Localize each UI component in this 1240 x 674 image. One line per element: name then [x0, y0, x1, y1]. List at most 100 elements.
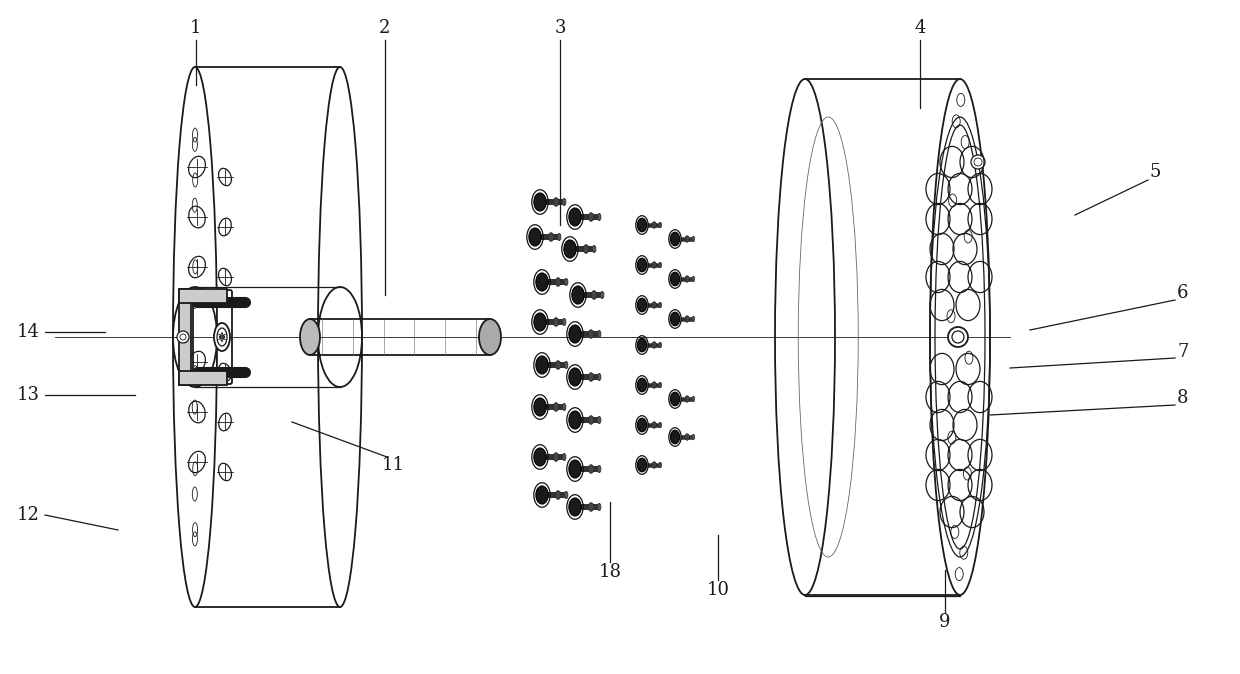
Text: 2: 2	[379, 19, 391, 37]
Text: 9: 9	[939, 613, 951, 631]
Ellipse shape	[684, 276, 689, 282]
Text: 10: 10	[707, 581, 729, 599]
Ellipse shape	[536, 486, 548, 504]
Text: 5: 5	[1149, 163, 1161, 181]
Ellipse shape	[588, 213, 594, 221]
Ellipse shape	[215, 323, 229, 351]
Ellipse shape	[637, 378, 646, 392]
Ellipse shape	[564, 361, 568, 369]
Ellipse shape	[572, 286, 584, 304]
Ellipse shape	[671, 430, 680, 443]
Ellipse shape	[534, 398, 546, 416]
Ellipse shape	[671, 312, 680, 326]
Ellipse shape	[564, 278, 568, 286]
Bar	[179, 289, 227, 303]
Ellipse shape	[658, 462, 662, 468]
Ellipse shape	[569, 460, 582, 478]
Ellipse shape	[652, 222, 656, 228]
Circle shape	[949, 327, 968, 347]
Ellipse shape	[637, 418, 646, 432]
Ellipse shape	[598, 417, 601, 423]
Ellipse shape	[598, 503, 601, 511]
Ellipse shape	[536, 356, 548, 374]
Text: 7: 7	[1177, 343, 1189, 361]
Text: 18: 18	[599, 563, 621, 581]
Ellipse shape	[637, 458, 646, 472]
Text: 1: 1	[190, 19, 202, 37]
Ellipse shape	[671, 272, 680, 286]
Ellipse shape	[588, 330, 594, 338]
Circle shape	[971, 155, 985, 169]
Ellipse shape	[658, 382, 662, 388]
Ellipse shape	[598, 373, 601, 381]
Ellipse shape	[563, 318, 565, 326]
Ellipse shape	[588, 464, 594, 473]
Ellipse shape	[528, 228, 541, 246]
Ellipse shape	[553, 317, 559, 326]
Ellipse shape	[652, 342, 656, 348]
Ellipse shape	[658, 342, 662, 348]
Ellipse shape	[658, 302, 662, 308]
Ellipse shape	[671, 392, 680, 406]
Ellipse shape	[692, 434, 694, 439]
Ellipse shape	[556, 491, 560, 499]
Ellipse shape	[569, 325, 582, 343]
Ellipse shape	[598, 466, 601, 472]
Ellipse shape	[598, 214, 601, 220]
Ellipse shape	[652, 262, 656, 268]
Ellipse shape	[569, 368, 582, 386]
Ellipse shape	[569, 498, 582, 516]
Ellipse shape	[563, 198, 565, 206]
Bar	[179, 289, 191, 385]
Ellipse shape	[598, 330, 601, 338]
Ellipse shape	[600, 291, 604, 299]
Ellipse shape	[479, 319, 501, 355]
Ellipse shape	[692, 396, 694, 402]
Ellipse shape	[658, 262, 662, 268]
Ellipse shape	[684, 434, 689, 440]
Ellipse shape	[569, 208, 582, 226]
Ellipse shape	[548, 233, 554, 241]
Ellipse shape	[658, 423, 662, 428]
Ellipse shape	[671, 232, 680, 246]
Ellipse shape	[684, 396, 689, 402]
Ellipse shape	[556, 361, 560, 369]
Ellipse shape	[563, 454, 565, 460]
Ellipse shape	[652, 302, 656, 308]
Ellipse shape	[652, 422, 656, 428]
Text: 8: 8	[1177, 389, 1189, 407]
Ellipse shape	[300, 319, 320, 355]
Ellipse shape	[637, 258, 646, 272]
Ellipse shape	[553, 402, 559, 411]
Ellipse shape	[583, 245, 589, 253]
Bar	[179, 371, 227, 385]
Ellipse shape	[553, 453, 559, 461]
Ellipse shape	[534, 313, 546, 331]
Text: 14: 14	[16, 323, 40, 341]
Ellipse shape	[637, 338, 646, 352]
Ellipse shape	[588, 416, 594, 425]
Ellipse shape	[558, 233, 560, 241]
Ellipse shape	[534, 448, 546, 466]
Ellipse shape	[637, 298, 646, 312]
Text: 6: 6	[1177, 284, 1189, 302]
Ellipse shape	[556, 278, 560, 286]
Ellipse shape	[534, 193, 546, 211]
Ellipse shape	[692, 237, 694, 242]
Circle shape	[177, 331, 188, 343]
Ellipse shape	[593, 245, 596, 253]
Text: 3: 3	[554, 19, 565, 37]
Ellipse shape	[553, 197, 559, 206]
Ellipse shape	[564, 240, 577, 258]
Ellipse shape	[652, 381, 656, 388]
Ellipse shape	[588, 503, 594, 512]
Ellipse shape	[684, 236, 689, 242]
Ellipse shape	[563, 404, 565, 410]
Text: 4: 4	[914, 19, 926, 37]
Text: 11: 11	[382, 456, 404, 474]
Ellipse shape	[591, 290, 596, 299]
Ellipse shape	[536, 273, 548, 291]
Ellipse shape	[692, 276, 694, 282]
Ellipse shape	[637, 218, 646, 232]
Text: 12: 12	[16, 506, 40, 524]
